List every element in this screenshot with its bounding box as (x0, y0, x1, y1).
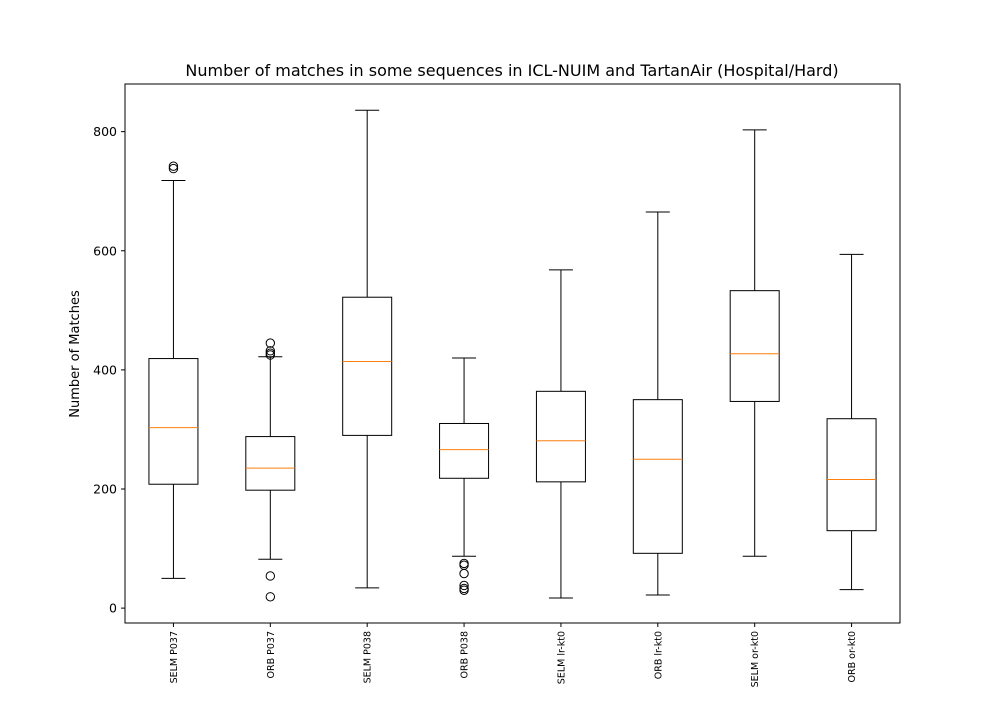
y-tick-label: 200 (93, 481, 117, 496)
y-tick-label: 600 (93, 243, 117, 258)
box-iqr (535, 390, 586, 483)
box-iqr (729, 290, 780, 402)
x-tick-label: SELM P038 (363, 631, 374, 683)
x-tick-label: SELM lr-kt0 (556, 631, 567, 684)
box-iqr (826, 418, 877, 532)
outlier-point (265, 346, 276, 356)
y-tick-label: 800 (93, 124, 117, 139)
outlier-point (265, 350, 276, 360)
outlier-point (265, 592, 276, 602)
x-tick-label: ORB P037 (266, 631, 277, 678)
box-iqr (245, 436, 296, 491)
box-iqr (439, 422, 490, 479)
outlier-point (168, 163, 179, 174)
x-tick-label: SELM or-kt0 (750, 631, 761, 687)
x-tick-label: ORB P038 (460, 631, 471, 678)
y-tick-label: 0 (109, 601, 117, 616)
chart-title: Number of matches in some sequences in I… (185, 61, 838, 80)
outlier-point (168, 161, 179, 171)
box-iqr (342, 296, 393, 436)
x-tick-label: ORB lr-kt0 (653, 631, 664, 679)
plot-area: 0 200 400 600 800 SELM P037 ORB P037 SELM P038 O… (93, 83, 901, 687)
outlier-point (459, 585, 469, 595)
box-iqr (632, 399, 683, 554)
outlier-point (265, 338, 276, 348)
outlier-point (459, 580, 469, 591)
outlier-point (459, 568, 469, 579)
axes-frame (124, 83, 901, 624)
outlier-point (265, 571, 276, 581)
box-iqr (148, 358, 199, 485)
y-tick-label: 400 (93, 362, 117, 377)
x-tick-label: ORB or-kt0 (847, 631, 858, 682)
y-axis-label: Number of Matches (68, 290, 83, 418)
x-tick-label: SELM P037 (169, 631, 180, 683)
